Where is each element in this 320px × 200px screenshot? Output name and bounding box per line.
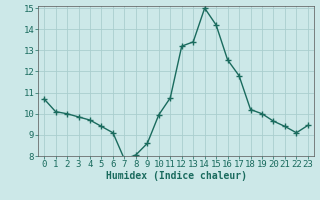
X-axis label: Humidex (Indice chaleur): Humidex (Indice chaleur) [106, 171, 246, 181]
